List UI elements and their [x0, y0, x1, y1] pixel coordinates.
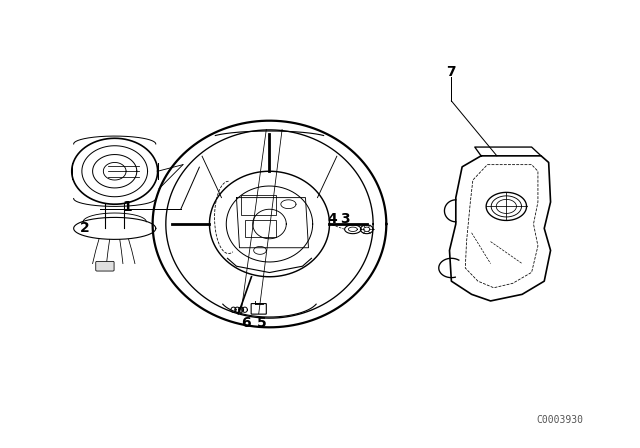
- Bar: [246, 220, 276, 237]
- Text: 1: 1: [122, 200, 132, 214]
- Text: 4: 4: [328, 212, 337, 226]
- Bar: [241, 195, 276, 215]
- Text: 6: 6: [241, 316, 251, 330]
- FancyBboxPatch shape: [96, 261, 114, 271]
- Text: 5: 5: [257, 316, 266, 330]
- Text: 7: 7: [447, 65, 456, 79]
- Text: C0003930: C0003930: [536, 415, 584, 425]
- Text: 3: 3: [340, 212, 350, 226]
- Text: 2: 2: [80, 221, 90, 235]
